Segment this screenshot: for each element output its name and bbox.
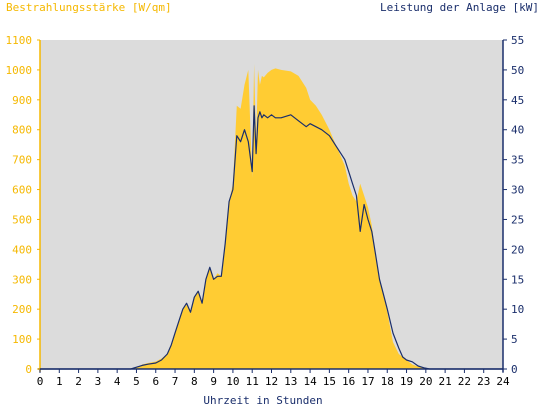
x-tick-label: 12 bbox=[265, 375, 278, 388]
x-tick-label: 6 bbox=[152, 375, 159, 388]
y-left-tick-label: 800 bbox=[12, 124, 32, 137]
x-tick-label: 1 bbox=[56, 375, 63, 388]
y-left-tick-label: 200 bbox=[12, 303, 32, 316]
y-right-tick-label: 25 bbox=[511, 213, 524, 226]
x-tick-label: 7 bbox=[172, 375, 179, 388]
y-left-tick-label: 900 bbox=[12, 94, 32, 107]
x-axis-title: Uhrzeit in Stunden bbox=[203, 394, 322, 407]
x-tick-label: 19 bbox=[400, 375, 413, 388]
x-tick-label: 18 bbox=[381, 375, 394, 388]
y-right-tick-label: 30 bbox=[511, 184, 524, 197]
x-tick-label: 20 bbox=[419, 375, 432, 388]
y-right-tick-label: 20 bbox=[511, 243, 524, 256]
y-right-tick-label: 5 bbox=[511, 333, 518, 346]
y-right-tick-labels: 0 5 10 15 20 25 30 35 40 45 50 55 bbox=[511, 34, 524, 376]
y-right-tick-label: 15 bbox=[511, 273, 524, 286]
y-right-tick-label: 10 bbox=[511, 303, 524, 316]
y-left-tick-label: 0 bbox=[25, 363, 32, 376]
x-tick-label: 17 bbox=[361, 375, 374, 388]
x-tick-label: 9 bbox=[210, 375, 217, 388]
y-left-tick-label: 100 bbox=[12, 333, 32, 346]
y-left-tick-label: 500 bbox=[12, 213, 32, 226]
axes-layer bbox=[37, 39, 507, 373]
x-tick-label: 24 bbox=[496, 375, 510, 388]
right-axis-title: Leistung der Anlage [kW] bbox=[380, 1, 539, 14]
x-tick-label: 23 bbox=[477, 375, 490, 388]
x-tick-label: 15 bbox=[323, 375, 336, 388]
x-tick-label: 5 bbox=[133, 375, 140, 388]
series-layer bbox=[40, 63, 503, 370]
power-line-series bbox=[40, 105, 503, 370]
x-tick-label: 13 bbox=[284, 375, 297, 388]
y-left-tick-label: 300 bbox=[12, 273, 32, 286]
y-right-tick-label: 55 bbox=[511, 34, 524, 47]
y-right-tick-label: 35 bbox=[511, 154, 524, 167]
x-tick-label: 0 bbox=[37, 375, 44, 388]
y-left-tick-label: 400 bbox=[12, 243, 32, 256]
y-right-tick-label: 45 bbox=[511, 94, 524, 107]
x-tick-label: 3 bbox=[95, 375, 102, 388]
x-tick-label: 10 bbox=[226, 375, 239, 388]
y-right-tick-label: 50 bbox=[511, 64, 524, 77]
x-tick-label: 2 bbox=[75, 375, 82, 388]
left-axis-title: Bestrahlungsstärke [W/qm] bbox=[6, 1, 172, 14]
y-left-tick-label: 1000 bbox=[6, 64, 33, 77]
x-tick-label: 11 bbox=[246, 375, 259, 388]
y-right-tick-label: 40 bbox=[511, 124, 524, 137]
x-tick-label: 4 bbox=[114, 375, 121, 388]
y-left-tick-labels: 0 100 200 300 400 500 600 700 800 900 1000 1100 bbox=[6, 34, 33, 376]
x-tick-labels: 0 1 2 3 4 5 6 7 8 9 10 11 12 13 14 15 16 17 18 19 20 21 22 23 24 bbox=[37, 375, 510, 388]
x-tick-label: 16 bbox=[342, 375, 355, 388]
y-left-tick-label: 700 bbox=[12, 154, 32, 167]
x-tick-label: 8 bbox=[191, 375, 198, 388]
irradiance-area-series bbox=[40, 63, 503, 370]
x-tick-label: 22 bbox=[458, 375, 471, 388]
y-left-tick-label: 1100 bbox=[6, 34, 33, 47]
x-tick-label: 21 bbox=[439, 375, 452, 388]
x-tick-label: 14 bbox=[303, 375, 317, 388]
y-right-tick-label: 0 bbox=[511, 363, 518, 376]
y-left-tick-label: 600 bbox=[12, 184, 32, 197]
